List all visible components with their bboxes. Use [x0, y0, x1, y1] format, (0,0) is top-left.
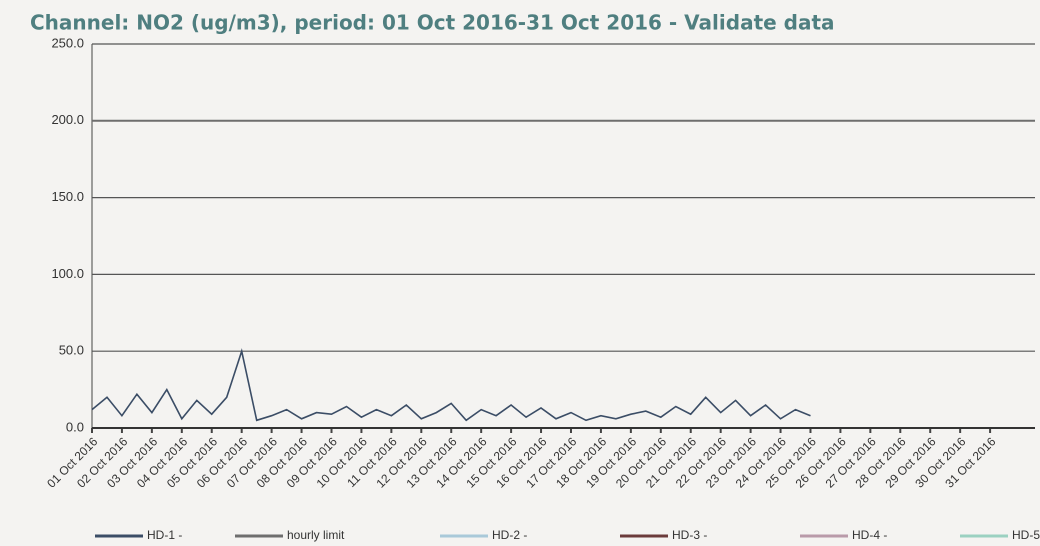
y-tick-label: 0.0	[66, 419, 84, 434]
y-tick-label: 250.0	[51, 35, 84, 50]
legend-label: HD-5 -	[1012, 528, 1040, 542]
y-tick-label: 150.0	[51, 189, 84, 204]
legend-label: HD-4 -	[852, 528, 887, 542]
legend-label: HD-2 -	[492, 528, 527, 542]
chart-title: Channel: NO2 (ug/m3), period: 01 Oct 201…	[30, 11, 835, 35]
legend-label: HD-3 -	[672, 528, 707, 542]
y-tick-label: 100.0	[51, 266, 84, 281]
series-line	[91, 348, 811, 422]
legend-label: HD-1 -	[147, 528, 182, 542]
y-tick-label: 200.0	[51, 112, 84, 127]
legend-label: hourly limit	[287, 528, 345, 542]
y-tick-label: 50.0	[59, 343, 84, 358]
